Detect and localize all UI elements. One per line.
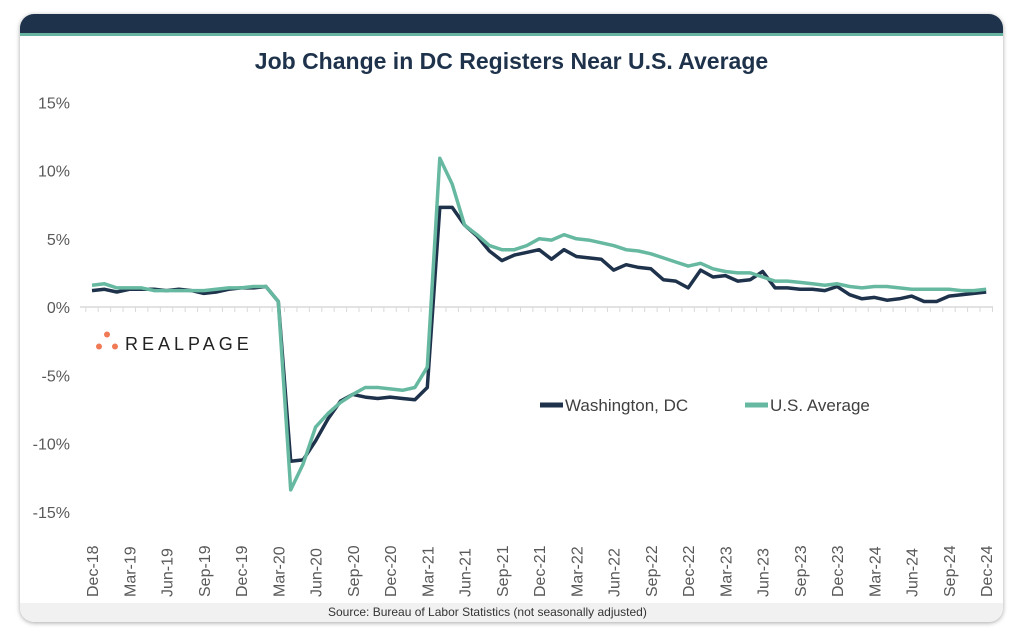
realpage-logo: REALPAGE: [96, 331, 253, 354]
legend-label-us: U.S. Average: [770, 396, 870, 415]
legend-label-dc: Washington, DC: [565, 396, 688, 415]
x-tick-label: Mar-23: [718, 546, 735, 597]
header-accent-line: [20, 33, 1003, 36]
y-tick-label: 15%: [38, 95, 70, 112]
source-note: Source: Bureau of Labor Statistics (not …: [328, 605, 647, 619]
y-tick-label: -10%: [33, 437, 70, 454]
x-tick-label: Dec-19: [234, 545, 251, 597]
footer-bar: Source: Bureau of Labor Statistics (not …: [20, 603, 1003, 622]
x-tick-label: Mar-21: [420, 546, 437, 597]
x-tick-label: Jun-20: [309, 548, 326, 597]
x-tick-label: Jun-19: [160, 548, 177, 597]
x-tick-label: Dec-18: [85, 545, 102, 597]
y-tick-label: 5%: [47, 232, 70, 249]
y-tick-label: -15%: [33, 505, 70, 522]
x-tick-label: Sep-19: [197, 545, 214, 597]
svg-text:REALPAGE: REALPAGE: [125, 334, 253, 354]
chart-card: Job Change in DC Registers Near U.S. Ave…: [20, 14, 1003, 622]
x-tick-label: Sep-24: [942, 545, 959, 597]
x-tick-label: Jun-21: [458, 548, 475, 597]
x-tick-label: Jun-22: [607, 548, 624, 597]
x-tick-label: Sep-20: [346, 545, 363, 597]
legend: Washington, DC U.S. Average: [540, 396, 870, 415]
y-tick-label: -5%: [42, 368, 70, 385]
x-tick-label: Mar-20: [271, 546, 288, 597]
x-tick-label: Sep-22: [644, 545, 661, 597]
x-tick-label: Sep-23: [793, 545, 810, 597]
x-tick-label: Dec-21: [532, 545, 549, 597]
x-tick-label: Jun-24: [905, 548, 922, 597]
y-tick-label: 0%: [47, 300, 70, 317]
x-tick-label: Mar-22: [569, 546, 586, 597]
chart-title: Job Change in DC Registers Near U.S. Ave…: [254, 48, 769, 74]
x-tick-label: Dec-23: [830, 545, 847, 597]
x-tick-label: Sep-21: [495, 545, 512, 597]
series-line-us-average: [91, 156, 987, 492]
x-tick-label: Jun-23: [756, 548, 773, 597]
y-tick-label: 10%: [38, 164, 70, 181]
x-tick-label: Mar-24: [867, 546, 884, 597]
header-bar: [20, 14, 1003, 33]
x-tick-label: Mar-19: [122, 546, 139, 597]
x-tick-label: Dec-24: [979, 545, 996, 597]
x-tick-label: Dec-22: [681, 545, 698, 597]
x-tick-label: Dec-20: [383, 545, 400, 597]
